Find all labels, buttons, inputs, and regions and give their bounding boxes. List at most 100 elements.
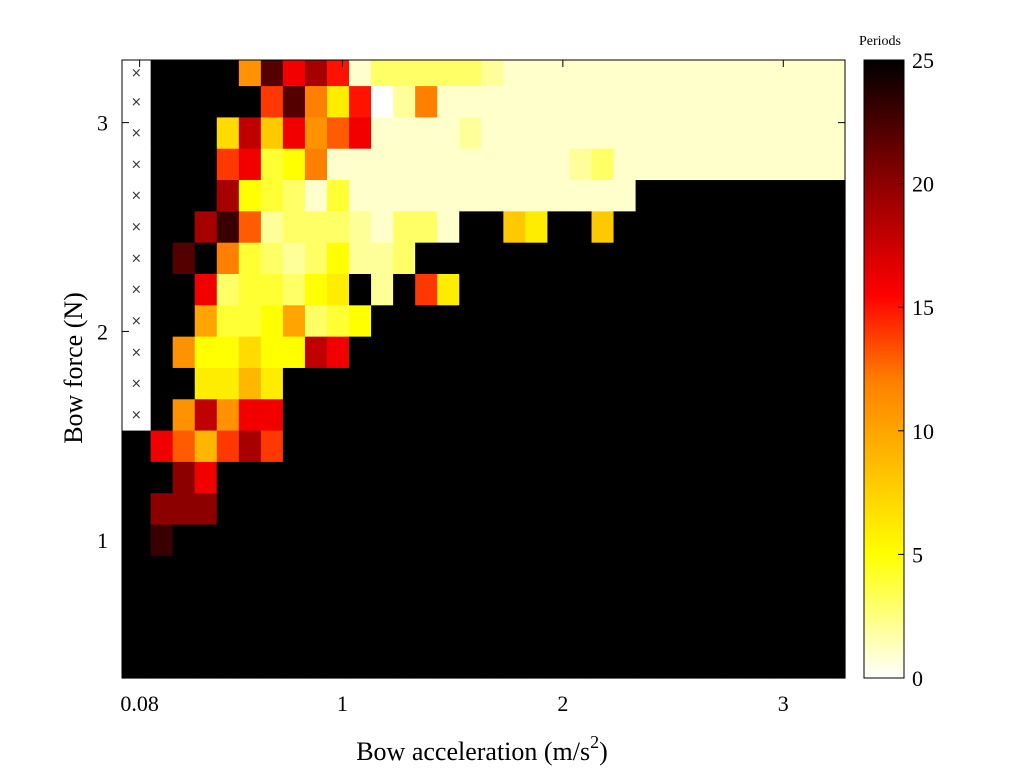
heatmap-cell [723,367,747,400]
heatmap-cell [547,649,571,679]
heatmap-cell [833,117,846,150]
colorbar-gradient [863,59,905,679]
heatmap-cell [679,587,703,620]
heatmap-cell [503,86,526,119]
heatmap-cell [282,399,306,432]
heatmap-cell [789,117,813,150]
heatmap-cell [371,461,394,494]
heatmap-cell [282,180,306,212]
heatmap-cell [194,242,218,275]
heatmap-cell [745,493,769,526]
heatmap-cell [150,367,174,400]
heatmap-cell [459,117,482,150]
heatmap-cell [701,274,725,306]
heatmap-cell [833,461,846,494]
heatmap-cell [393,493,416,526]
heatmap-cell [349,493,372,526]
heatmap-cell [723,242,747,275]
heatmap-cell [679,367,703,400]
heatmap-cell [679,555,703,588]
heatmap-cell [767,180,791,212]
heatmap-cell [282,430,306,463]
heatmap-cell [260,555,284,588]
heatmap-cell [503,117,526,150]
heatmap-cell [216,211,240,244]
heatmap-cell [547,305,571,338]
heatmap-cell [525,430,549,463]
heatmap-cell [635,461,659,494]
heatmap-cell [679,274,703,306]
heatmap-cell [481,399,504,432]
heatmap-cell [194,493,218,526]
heatmap-cell [327,336,350,369]
heatmap-cells [122,60,846,679]
heatmap-cell [216,618,240,651]
heatmap-cell [122,618,152,651]
heatmap-cell [613,524,637,557]
heatmap-cell [745,461,769,494]
heatmap-cell [437,649,460,679]
heatmap-cell [150,86,174,119]
heatmap-cell [437,461,460,494]
heatmap-cell [701,649,725,679]
heatmap-cell [525,493,549,526]
heatmap-cell [172,367,196,400]
heatmap-cell [437,367,460,400]
heatmap-cell [481,242,504,275]
heatmap-cell [459,555,482,588]
heatmap-cell [503,211,526,244]
heatmap-cell [503,367,526,400]
heatmap-cell [304,86,328,119]
heatmap-cell [415,618,438,651]
heatmap-cell [635,430,659,463]
heatmap-cell [172,493,196,526]
heatmap-cell [349,430,372,463]
heatmap-cell [591,555,615,588]
heatmap-cell [701,211,725,244]
heatmap-cell [349,649,372,679]
heatmap-cell [238,60,262,87]
y-tick-label: 2 [97,319,108,344]
heatmap-cell [525,555,549,588]
heatmap-cell [393,117,416,150]
heatmap-cell [282,211,306,244]
heatmap-cell [393,148,416,181]
heatmap-cell [635,305,659,338]
heatmap-cell [525,211,549,244]
heatmap-cell [635,587,659,620]
heatmap-cell [327,242,350,275]
heatmap-cell [260,618,284,651]
heatmap-cell [459,274,482,306]
heatmap-cell [723,305,747,338]
heatmap-cell [172,524,196,557]
heatmap-cell [767,148,791,181]
heatmap-cell [723,618,747,651]
heatmap-cell [833,430,846,463]
heatmap-cell [415,274,438,306]
heatmap-cell [238,399,262,432]
heatmap-cell [525,180,549,212]
heatmap-cell [415,180,438,212]
heatmap-cell [304,274,328,306]
heatmap-cell [150,555,174,588]
heatmap-cell [701,493,725,526]
heatmap-cell [172,461,196,494]
heatmap-cell [216,305,240,338]
heatmap-cell [172,60,196,87]
heatmap-cell [679,493,703,526]
heatmap-cell [437,336,460,369]
heatmap-cell [811,587,835,620]
heatmap-cell [723,493,747,526]
heatmap-cell [503,242,526,275]
heatmap-cell [216,399,240,432]
x-tick-label: 3 [778,691,789,716]
heatmap-cell [238,148,262,181]
heatmap-cell [745,649,769,679]
heatmap-cell [723,524,747,557]
heatmap-cell [635,180,659,212]
heatmap-cell [238,211,262,244]
heatmap-cell [437,305,460,338]
heatmap-cell [415,524,438,557]
heatmap-cell [635,211,659,244]
heatmap-cell [415,211,438,244]
